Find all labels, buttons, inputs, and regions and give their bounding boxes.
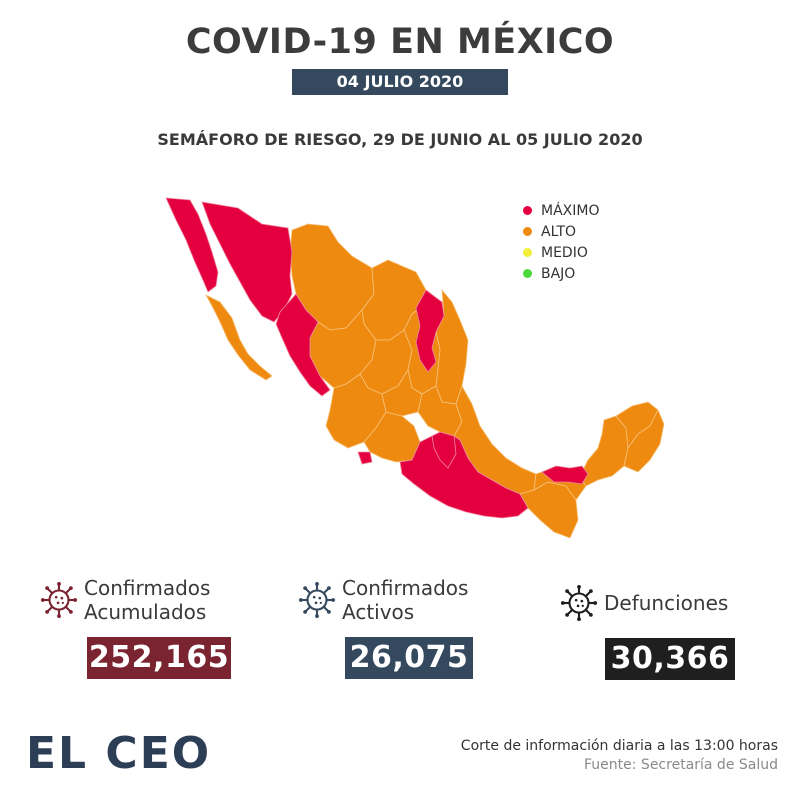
legend-label: ALTO [541, 223, 577, 240]
legend-item-maximo: MÁXIMO [523, 200, 599, 221]
brand-logo: EL CEO [26, 728, 212, 779]
stat-label: Confirmados [342, 576, 469, 600]
legend-item-alto: ALTO [523, 221, 599, 242]
legend-item-medio: MEDIO [523, 242, 599, 263]
stat-label: Defunciones [604, 591, 729, 615]
stat-label: Acumulados [84, 600, 207, 624]
legend-item-bajo: BAJO [523, 263, 599, 284]
state-quintana-roo [623, 409, 665, 473]
virus-icon [298, 581, 336, 619]
footnote-source: Fuente: Secretaría de Salud [584, 757, 778, 773]
stat-value-defunciones: 30,366 [605, 638, 735, 680]
stat-defunciones: Defunciones [560, 584, 728, 622]
legend-label: MEDIO [541, 244, 588, 261]
legend-label: BAJO [541, 265, 576, 282]
page-title: COVID-19 EN MÉXICO [185, 22, 615, 62]
footnote-note: Corte de información diaria a las 13:00 … [460, 738, 778, 754]
state-baja-california-sur [205, 294, 273, 381]
map-subtitle: SEMÁFORO DE RIESGO, 29 DE JUNIO AL 05 JU… [157, 130, 643, 149]
state-puebla-tlaxcala [431, 431, 457, 469]
mexico-risk-map [165, 197, 665, 539]
footnote: Corte de información diaria a las 13:00 … [461, 738, 778, 773]
legend-dot-bajo [523, 269, 532, 278]
stat-value-acumulados: 252,165 [87, 637, 231, 679]
legend-dot-maximo [523, 206, 532, 215]
virus-icon [560, 584, 598, 622]
legend-dot-medio [523, 248, 532, 257]
stat-label: Activos [342, 600, 415, 624]
date-badge: 04 JULIO 2020 [292, 69, 508, 95]
legend-label: MÁXIMO [541, 202, 600, 219]
state-tabasco-red [541, 465, 589, 485]
state-colima [357, 451, 373, 465]
legend-dot-alto [523, 227, 532, 236]
stat-label: Confirmados [84, 576, 211, 600]
state-sinaloa [275, 293, 331, 397]
stat-value-activos: 26,075 [345, 637, 473, 679]
state-nuevo-leon [415, 289, 445, 373]
map-legend: MÁXIMO ALTO MEDIO BAJO [523, 200, 599, 284]
stat-confirmados-activos: Confirmados Activos [298, 576, 468, 624]
state-baja-california [165, 197, 219, 293]
virus-icon [40, 581, 78, 619]
stat-confirmados-acumulados: Confirmados Acumulados [40, 576, 210, 624]
